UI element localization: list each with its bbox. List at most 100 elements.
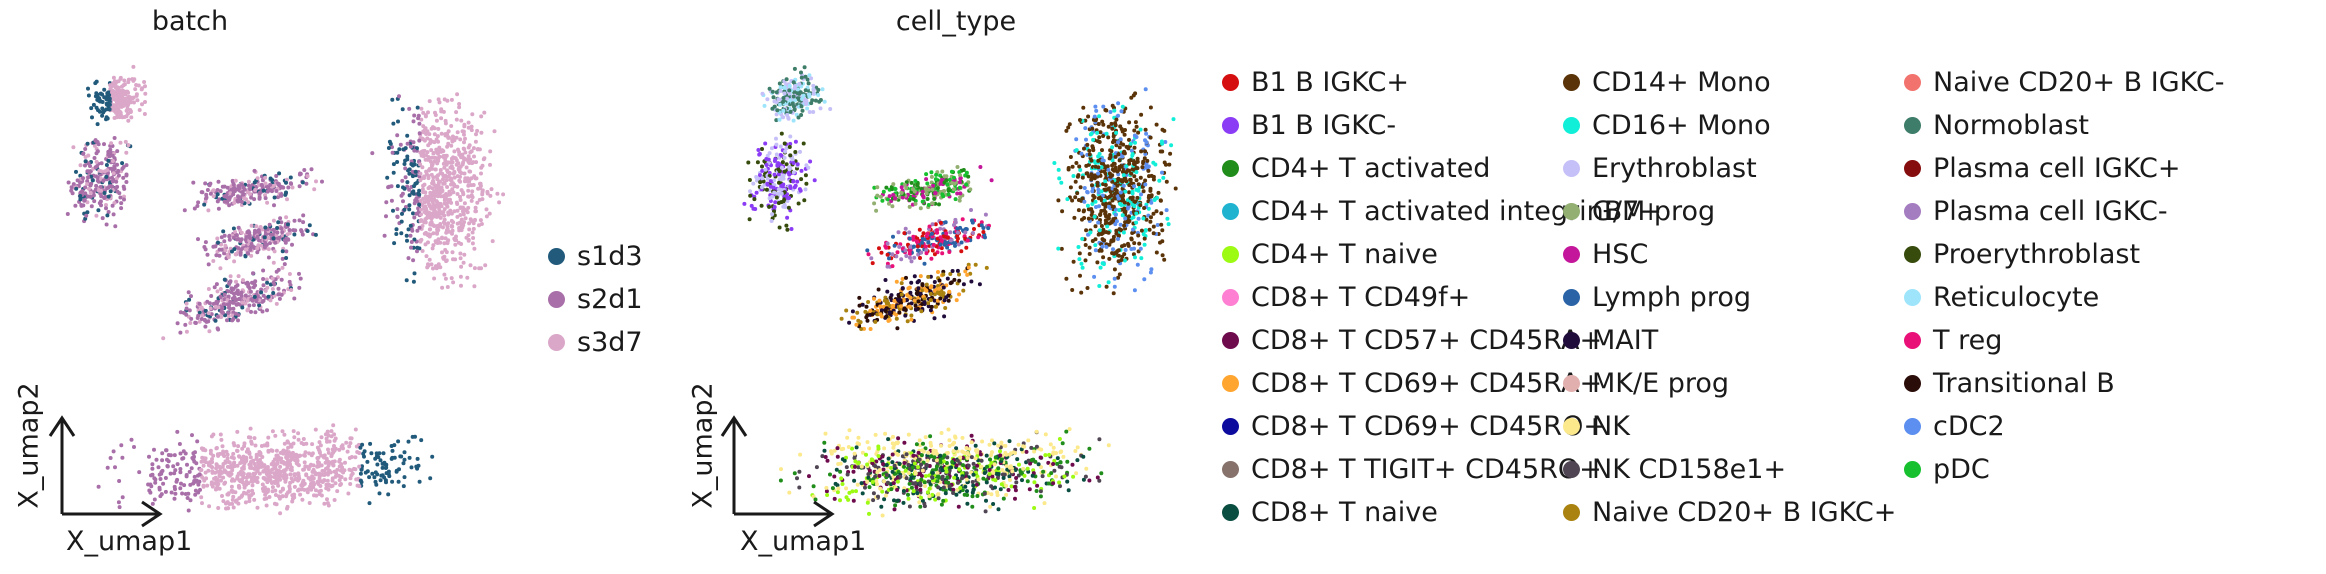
- scatter-point: [407, 207, 412, 212]
- scatter-point: [71, 145, 76, 150]
- scatter-point: [903, 248, 908, 253]
- scatter-point: [1107, 156, 1112, 161]
- scatter-point: [1149, 267, 1154, 272]
- scatter-point: [452, 170, 457, 175]
- scatter-point: [244, 281, 249, 286]
- scatter-point: [333, 481, 338, 486]
- scatter-point: [427, 99, 432, 104]
- scatter-point: [225, 492, 230, 497]
- scatter-point: [209, 294, 214, 298]
- scatter-point: [262, 235, 267, 240]
- scatter-point: [772, 178, 776, 183]
- scatter-point: [420, 165, 425, 170]
- scatter-point: [221, 499, 226, 504]
- scatter-point: [214, 446, 219, 450]
- scatter-point: [240, 300, 245, 305]
- scatter-point: [282, 432, 287, 437]
- scatter-point: [225, 464, 230, 469]
- scatter-point: [412, 184, 416, 189]
- scatter-point: [416, 191, 421, 196]
- scatter-point: [232, 200, 237, 205]
- scatter-point: [396, 479, 401, 484]
- scatter-point: [470, 241, 475, 246]
- scatter-point: [429, 155, 434, 160]
- scatter-point: [231, 306, 236, 311]
- scatter-point: [287, 487, 292, 491]
- scatter-point: [120, 90, 125, 94]
- scatter-point: [404, 278, 409, 283]
- scatter-point: [776, 172, 781, 177]
- scatter-point: [1073, 179, 1078, 184]
- scatter-point: [349, 473, 354, 478]
- scatter-point: [466, 237, 471, 242]
- scatter-point: [416, 463, 421, 468]
- scatter-point: [451, 190, 456, 195]
- scatter-point: [411, 211, 415, 216]
- scatter-point: [1118, 201, 1122, 206]
- scatter-point: [400, 107, 405, 112]
- scatter-point: [884, 185, 889, 190]
- scatter-point: [899, 257, 904, 262]
- scatter-point: [877, 246, 881, 251]
- scatter-point: [215, 314, 220, 319]
- scatter-point: [107, 107, 112, 112]
- scatter-point: [221, 475, 226, 480]
- scatter-point: [1078, 185, 1083, 190]
- scatter-point: [1095, 260, 1100, 265]
- scatter-point: [484, 214, 489, 219]
- scatter-point: [419, 153, 424, 158]
- scatter-point: [394, 227, 399, 232]
- scatter-point: [85, 200, 90, 205]
- scatter-point: [774, 152, 779, 157]
- scatter-point: [442, 272, 447, 277]
- scatter-point: [1083, 118, 1088, 123]
- scatter-point: [86, 186, 91, 191]
- scatter-point: [802, 198, 807, 203]
- scatter-point: [247, 303, 252, 308]
- scatter-point: [108, 83, 113, 88]
- scatter-point: [236, 199, 240, 204]
- scatter-point: [332, 469, 337, 474]
- scatter-point: [966, 174, 971, 179]
- scatter-point: [292, 218, 297, 223]
- scatter-point: [300, 483, 305, 488]
- scatter-point: [271, 236, 276, 241]
- scatter-point: [299, 441, 304, 445]
- scatter-point: [1090, 183, 1094, 188]
- scatter-point: [1151, 177, 1156, 182]
- scatter-point: [1101, 134, 1106, 138]
- scatter-point: [751, 206, 756, 211]
- scatter-point: [1122, 223, 1127, 228]
- scatter-point: [229, 484, 234, 489]
- scatter-point: [431, 231, 436, 236]
- scatter-point: [358, 445, 363, 450]
- scatter-point: [895, 326, 900, 331]
- scatter-point: [885, 241, 890, 246]
- scatter-point: [800, 108, 805, 113]
- scatter-point: [192, 459, 197, 464]
- scatter-point: [780, 160, 785, 165]
- scatter-point: [965, 272, 970, 277]
- scatter-point: [944, 174, 949, 179]
- scatter-point: [945, 235, 950, 240]
- scatter-point: [365, 469, 370, 474]
- scatter-point: [255, 234, 260, 239]
- scatter-point: [385, 175, 390, 180]
- scatter-point: [894, 254, 899, 259]
- scatter-point: [407, 187, 412, 192]
- scatter-point: [442, 254, 447, 259]
- scatter-point: [199, 459, 204, 464]
- scatter-point: [760, 168, 765, 173]
- scatter-point: [207, 504, 212, 509]
- scatter-point: [284, 177, 289, 182]
- scatter-point: [227, 234, 232, 239]
- scatter-point: [469, 128, 474, 133]
- scatter-point: [123, 139, 128, 144]
- scatter-point: [137, 108, 142, 112]
- scatter-point: [123, 92, 128, 97]
- scatter-point: [399, 193, 404, 198]
- scatter-point: [1075, 191, 1080, 196]
- scatter-point: [1085, 189, 1090, 194]
- scatter-point: [273, 488, 278, 493]
- scatter-point: [214, 282, 219, 287]
